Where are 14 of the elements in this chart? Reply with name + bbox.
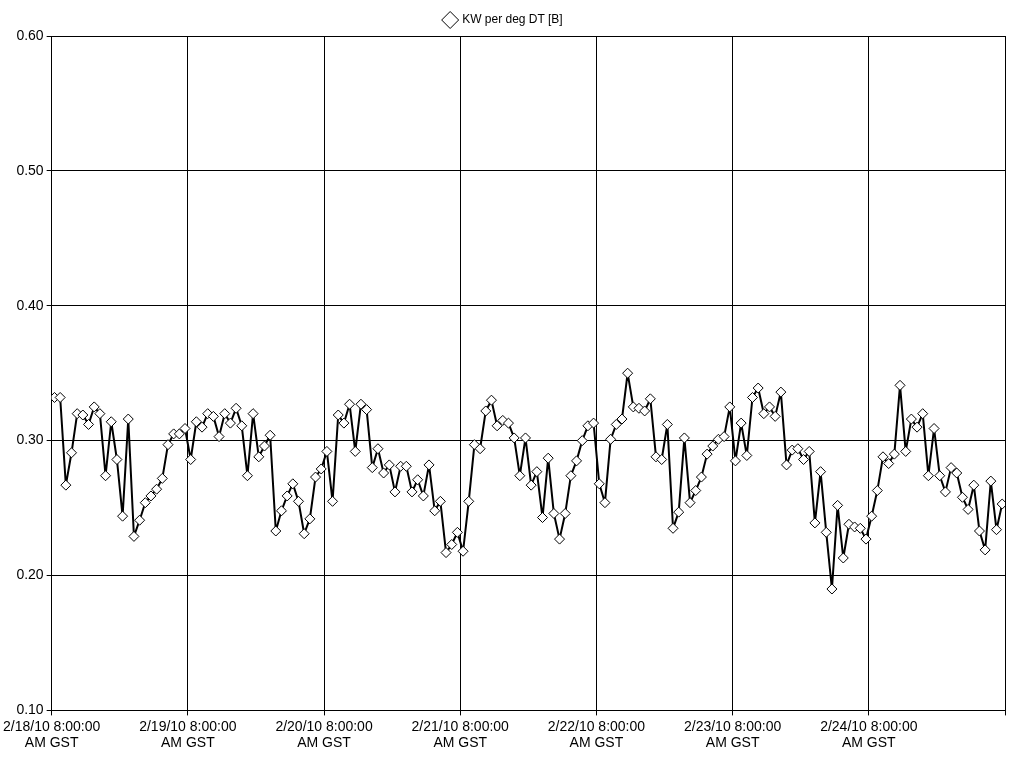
x-tick-label: 2/19/10 8:00:00 AM GST bbox=[139, 717, 237, 751]
y-tick-label: 0.30 bbox=[16, 431, 44, 448]
x-tick-label: 2/24/10 8:00:00 AM GST bbox=[820, 717, 918, 751]
y-tick-label: 0.60 bbox=[16, 26, 44, 43]
x-tick-label: 2/22/10 8:00:00 AM GST bbox=[547, 717, 646, 751]
y-tick-label: 0.20 bbox=[16, 566, 44, 583]
y-tick-label: 0.40 bbox=[16, 296, 44, 313]
y-tick-label: 0.50 bbox=[16, 161, 44, 178]
legend-label: KW per deg DT [B] bbox=[462, 12, 563, 27]
x-tick-label: 2/23/10 8:00:00 AM GST bbox=[683, 717, 782, 751]
x-tick-label: 2/20/10 8:00:00 AM GST bbox=[275, 717, 373, 751]
x-tick-label: 2/21/10 8:00:00 AM GST bbox=[411, 717, 510, 751]
x-tick-label: 2/18/10 8:00:00 AM GST bbox=[3, 717, 101, 751]
y-tick-label: 0.10 bbox=[16, 701, 44, 718]
